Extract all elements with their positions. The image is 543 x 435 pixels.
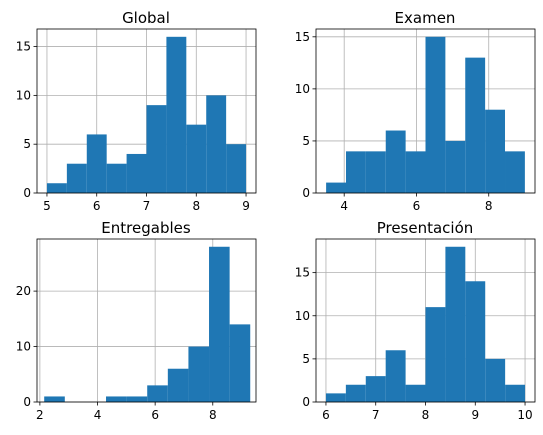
y-tick-label: 0 bbox=[23, 186, 31, 200]
y-tick-label: 10 bbox=[16, 340, 31, 354]
histogram-bar bbox=[485, 109, 506, 193]
y-tick-label: 15 bbox=[295, 30, 310, 44]
y-tick-label: 0 bbox=[302, 186, 310, 200]
histogram-bar bbox=[229, 324, 251, 402]
y-tick-label: 5 bbox=[302, 134, 310, 148]
x-tick-label: 6 bbox=[322, 408, 330, 422]
subplot-entregables: Entregables 2 4 6 8 0 10 20 bbox=[16, 219, 257, 422]
x-tick-label: 2 bbox=[36, 408, 44, 422]
axes-frame bbox=[315, 28, 536, 194]
x-tick-label: 5 bbox=[43, 199, 51, 213]
histogram-bar bbox=[326, 182, 346, 193]
x-tick-label: 8 bbox=[192, 199, 200, 213]
histogram-bar bbox=[44, 396, 65, 402]
histogram-bar bbox=[385, 130, 406, 193]
y-tick-label: 0 bbox=[23, 395, 31, 409]
y-tick-label: 15 bbox=[16, 40, 31, 54]
subplot-title: Global bbox=[122, 9, 170, 27]
histogram-bar bbox=[445, 246, 466, 402]
histogram-bar bbox=[385, 350, 406, 402]
y-tick-label: 20 bbox=[16, 284, 31, 298]
histogram-bar bbox=[226, 144, 247, 193]
histogram-bar bbox=[505, 384, 526, 402]
axes-frame bbox=[36, 238, 257, 403]
x-tick-label: 7 bbox=[143, 199, 151, 213]
histogram-bar bbox=[425, 307, 446, 402]
histogram-bar bbox=[86, 134, 107, 193]
y-tick-label: 10 bbox=[295, 309, 310, 323]
y-tick-label: 0 bbox=[302, 395, 310, 409]
x-tick-label: 9 bbox=[242, 199, 250, 213]
histogram-bar bbox=[405, 384, 426, 402]
histogram-bar bbox=[186, 124, 207, 193]
histogram-bar bbox=[465, 281, 486, 402]
histogram-bar bbox=[365, 151, 386, 193]
x-tick-label: 10 bbox=[517, 408, 532, 422]
subplot-title: Presentación bbox=[377, 219, 474, 237]
y-tick-label: 5 bbox=[302, 352, 310, 366]
x-tick-label: 4 bbox=[340, 199, 348, 213]
histogram-bar bbox=[147, 385, 168, 402]
histogram-bar bbox=[66, 163, 87, 193]
histogram-bar bbox=[485, 358, 506, 402]
x-tick-label: 8 bbox=[209, 408, 217, 422]
x-tick-label: 9 bbox=[471, 408, 479, 422]
histogram-bar bbox=[425, 36, 446, 193]
y-tick-label: 15 bbox=[295, 266, 310, 280]
histogram-bar bbox=[188, 346, 210, 402]
histogram-bar bbox=[505, 151, 525, 193]
histogram-bar bbox=[126, 396, 148, 402]
histogram-bar bbox=[106, 396, 127, 402]
histogram-bar bbox=[209, 246, 230, 402]
x-tick-label: 6 bbox=[151, 408, 159, 422]
histogram-bar bbox=[106, 163, 127, 193]
histogram-bar bbox=[167, 368, 189, 402]
histogram-bar bbox=[166, 36, 187, 193]
x-tick-label: 8 bbox=[485, 199, 493, 213]
x-tick-label: 6 bbox=[93, 199, 101, 213]
x-tick-label: 6 bbox=[413, 199, 421, 213]
histogram-bar bbox=[206, 95, 227, 193]
histogram-bar bbox=[405, 151, 426, 193]
histogram-bar bbox=[325, 393, 346, 402]
subplot-title: Examen bbox=[395, 9, 456, 27]
x-tick-label: 4 bbox=[94, 408, 102, 422]
histogram-bar bbox=[465, 57, 486, 194]
histogram-bar bbox=[365, 376, 386, 402]
y-tick-label: 10 bbox=[295, 82, 310, 96]
y-tick-label: 10 bbox=[16, 88, 31, 102]
subplot-title: Entregables bbox=[101, 219, 191, 237]
histogram-bar bbox=[146, 105, 167, 193]
subplot-presentacion: Presentación 6 7 8 9 10 0 5 10 15 bbox=[295, 219, 536, 422]
histogram-bar bbox=[445, 140, 466, 193]
y-tick-label: 5 bbox=[23, 137, 31, 151]
subplot-examen: Examen 4 6 8 0 5 10 15 bbox=[295, 9, 536, 213]
x-tick-label: 7 bbox=[372, 408, 380, 422]
histogram-bar bbox=[46, 183, 67, 193]
x-tick-label: 8 bbox=[422, 408, 430, 422]
histogram-bar bbox=[126, 153, 147, 193]
histogram-bar bbox=[345, 384, 366, 402]
histogram-bar bbox=[345, 151, 366, 193]
